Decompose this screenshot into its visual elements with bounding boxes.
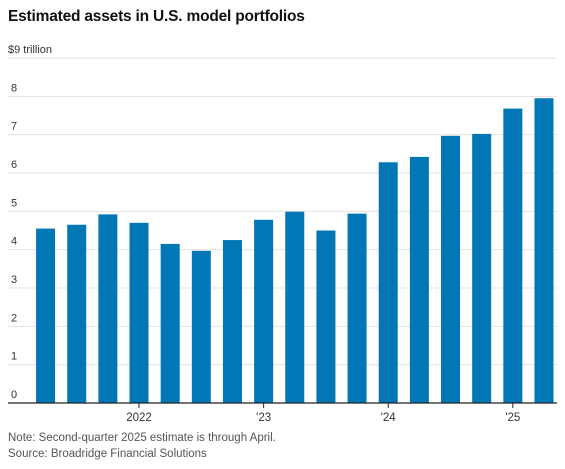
bars [36,98,554,403]
bar-13 [441,135,461,403]
chart-source: Source: Broadridge Financial Solutions [8,448,207,460]
bar-8 [285,211,305,403]
chart-note: Note: Second-quarter 2025 estimate is th… [8,432,276,444]
bar-3 [129,222,149,403]
x-tick-label-1: '23 [256,412,271,424]
bar-0 [36,228,56,403]
bar-9 [316,230,336,403]
x-tick-label-0: 2022 [126,412,152,424]
x-tick-label-3: '25 [505,412,520,424]
bar-7 [254,219,274,403]
bar-2 [98,214,118,403]
y-tick-label-5: 5 [11,197,17,209]
y-tick-label-2: 2 [11,312,17,324]
bar-10 [347,213,367,403]
bar-4 [160,243,180,403]
y-unit-label: $9 trillion [8,44,52,56]
y-tick-label-4: 4 [11,236,17,248]
bar-16 [534,98,554,403]
y-tick-label-3: 3 [11,274,17,286]
y-tick-label-1: 1 [11,351,17,363]
y-tick-label-8: 8 [11,82,17,94]
axes: 2022 '23 '24 '25 [8,402,557,424]
y-tick-label-7: 7 [11,121,17,133]
x-tick-label-2: '24 [381,412,397,424]
bar-14 [472,133,492,403]
bar-5 [191,250,211,403]
chart-title: Estimated assets in U.S. model portfolio… [8,8,305,25]
bar-6 [222,240,242,403]
bar-12 [409,156,429,403]
gridlines: $9 trillion 0 1 2 3 4 5 6 7 8 [8,44,557,401]
y-tick-label-6: 6 [11,159,17,171]
bar-15 [503,108,523,403]
y-tick-label-0: 0 [11,389,17,401]
bar-1 [67,224,87,403]
bar-11 [378,162,398,403]
